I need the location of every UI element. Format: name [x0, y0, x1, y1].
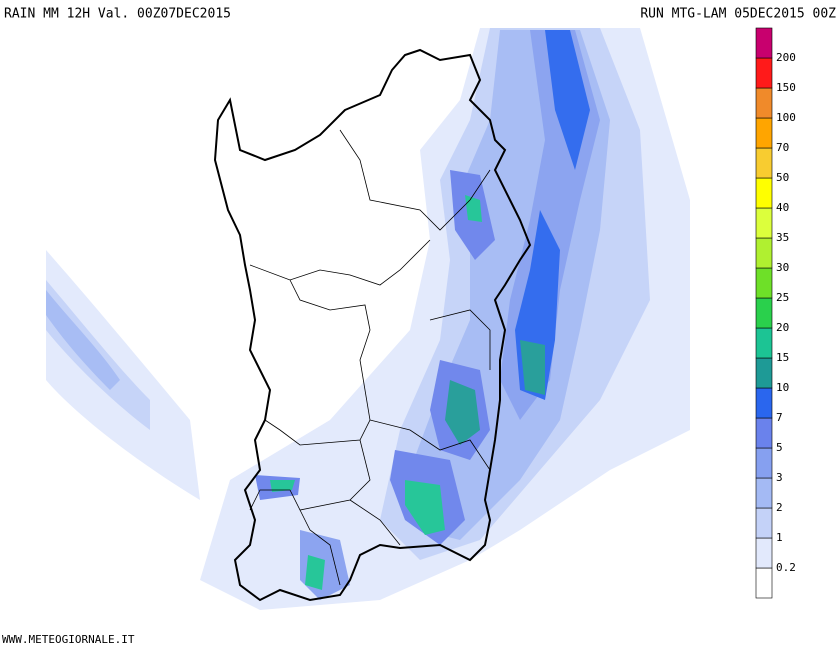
legend-swatch: [755, 357, 773, 389]
legend-label: 15: [776, 351, 789, 364]
legend-swatch: [755, 327, 773, 359]
legend-label: 2: [776, 501, 783, 514]
legend-label: 50: [776, 171, 789, 184]
legend-label: 40: [776, 201, 789, 214]
admin-borders: [249, 129, 491, 586]
legend-swatch: [755, 117, 773, 149]
legend-swatch: [755, 27, 773, 59]
legend-swatch: [755, 477, 773, 509]
map-title: RAIN MM 12H Val. 00Z07DEC2015: [4, 7, 231, 22]
legend-label: 20: [776, 321, 789, 334]
legend-swatch: [755, 567, 773, 599]
legend-swatch: [755, 417, 773, 449]
legend-label: 35: [776, 231, 789, 244]
legend-swatch: [755, 57, 773, 89]
legend-swatch: [755, 237, 773, 269]
legend-label: 10: [776, 381, 789, 394]
legend-swatch: [755, 297, 773, 329]
legend-label: 3: [776, 471, 783, 484]
legend-swatch: [755, 447, 773, 479]
legend-label: 70: [776, 141, 789, 154]
legend-swatch: [755, 87, 773, 119]
legend-swatch: [755, 387, 773, 419]
legend-label: 1: [776, 531, 783, 544]
legend-swatch: [755, 207, 773, 239]
legend-label: 150: [776, 81, 796, 94]
legend-label: 25: [776, 291, 789, 304]
legend-label: 100: [776, 111, 796, 124]
legend-swatch: [755, 507, 773, 539]
legend-swatch: [755, 147, 773, 179]
legend-label: 5: [776, 441, 783, 454]
legend-label: 7: [776, 411, 783, 424]
legend-swatch: [755, 537, 773, 569]
footer-site: WWW.METEOGIORNALE.IT: [2, 633, 135, 646]
rain-field: [46, 28, 690, 610]
legend-swatch: [755, 177, 773, 209]
legend-label: 200: [776, 51, 796, 64]
legend-label: 0.2: [776, 561, 796, 574]
legend-swatch: [755, 267, 773, 299]
run-info: RUN MTG-LAM 05DEC2015 00Z: [640, 7, 836, 22]
coastline: [213, 48, 532, 602]
legend-label: 30: [776, 261, 789, 274]
